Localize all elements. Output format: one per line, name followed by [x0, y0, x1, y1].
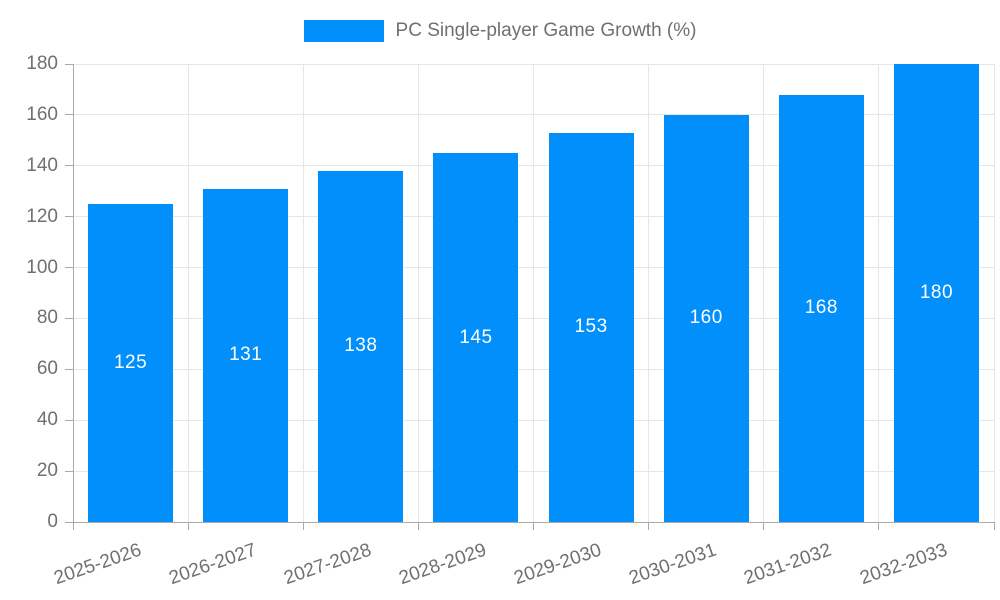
- y-tick-label: 160: [26, 103, 58, 125]
- y-tick-label: 40: [36, 409, 58, 431]
- x-axis-tick: [302, 522, 304, 530]
- y-axis-tick: [65, 216, 73, 218]
- y-axis-tick: [65, 114, 73, 116]
- legend[interactable]: PC Single-player Game Growth (%): [0, 18, 1000, 44]
- legend-label: PC Single-player Game Growth (%): [395, 20, 697, 41]
- x-axis-tick: [417, 522, 419, 530]
- bar[interactable]: 168: [778, 94, 864, 522]
- x-axis-tick: [878, 522, 880, 530]
- y-tick-label: 0: [47, 511, 58, 532]
- y-tick-label: 100: [26, 256, 58, 278]
- v-gridline: [878, 64, 880, 522]
- y-axis-line: [72, 64, 74, 530]
- y-tick-label: 20: [36, 460, 58, 482]
- bar-value-label: 145: [459, 326, 493, 348]
- bar[interactable]: 180: [893, 64, 979, 522]
- legend-swatch: [303, 20, 384, 42]
- x-tick-label: 2030-2031: [626, 539, 720, 590]
- y-axis-tick: [65, 368, 73, 370]
- y-axis-tick: [65, 165, 73, 167]
- y-axis-tick: [65, 267, 73, 269]
- x-axis-tick: [648, 522, 650, 530]
- bar[interactable]: 160: [663, 114, 749, 522]
- v-gridline: [417, 64, 419, 522]
- y-axis-tick: [65, 63, 73, 65]
- y-tick-label: 80: [36, 307, 58, 329]
- y-tick-label: 60: [36, 358, 58, 380]
- v-gridline: [993, 64, 995, 522]
- bar-value-label: 138: [344, 335, 378, 357]
- v-gridline: [302, 64, 304, 522]
- y-axis-tick: [65, 317, 73, 319]
- x-axis-tick: [993, 522, 995, 530]
- bar-value-label: 153: [574, 316, 608, 338]
- bar[interactable]: 145: [433, 153, 519, 522]
- bar[interactable]: 131: [203, 188, 289, 522]
- bar[interactable]: 138: [318, 170, 404, 522]
- x-tick-label: 2029-2030: [511, 539, 605, 590]
- x-axis-tick: [533, 522, 534, 530]
- bar-value-label: 131: [229, 344, 263, 366]
- x-tick-label: 2025-2026: [51, 539, 144, 590]
- x-tick-label: 2032-2033: [856, 539, 950, 590]
- x-tick-label: 2031-2032: [741, 539, 835, 590]
- y-axis-tick: [65, 419, 73, 421]
- v-gridline: [648, 64, 650, 522]
- x-axis-tick: [763, 522, 765, 530]
- x-tick-label: 2026-2027: [166, 539, 259, 590]
- x-axis-tick: [187, 522, 189, 530]
- y-tick-label: 120: [26, 205, 58, 227]
- bar-value-label: 168: [804, 297, 838, 319]
- x-tick-label: 2027-2028: [281, 539, 375, 590]
- x-tick-label: 2028-2029: [396, 539, 490, 590]
- x-axis-line: [65, 521, 994, 523]
- bar[interactable]: 125: [88, 203, 174, 522]
- v-gridline: [763, 64, 765, 522]
- y-tick-label: 180: [26, 53, 58, 74]
- y-tick-label: 140: [26, 154, 58, 176]
- bar-value-label: 160: [689, 307, 723, 329]
- v-gridline: [187, 64, 189, 522]
- v-gridline: [533, 64, 534, 522]
- bar-value-label: 125: [113, 351, 148, 373]
- bar-value-label: 180: [919, 282, 954, 303]
- bar[interactable]: 153: [548, 132, 634, 522]
- y-axis-tick: [65, 470, 73, 472]
